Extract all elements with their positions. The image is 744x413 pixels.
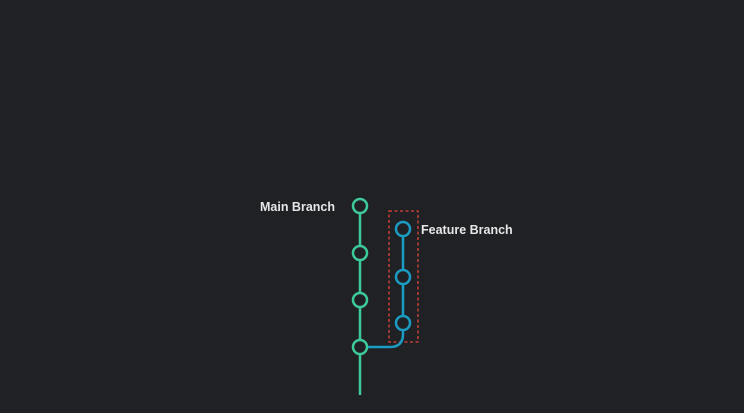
feature-commit-3 <box>394 314 412 332</box>
feature-commit-1 <box>394 220 412 238</box>
main-branch-label: Main Branch <box>260 200 335 214</box>
main-commit-3 <box>351 291 369 309</box>
main-commit-4 <box>351 338 369 356</box>
feature-branch-label: Feature Branch <box>421 223 513 237</box>
feature-commit-2 <box>394 268 412 286</box>
main-commit-2 <box>351 244 369 262</box>
feature-branch-highlight-box <box>388 210 419 343</box>
main-commit-1 <box>351 197 369 215</box>
feature-branch-line <box>360 228 405 349</box>
